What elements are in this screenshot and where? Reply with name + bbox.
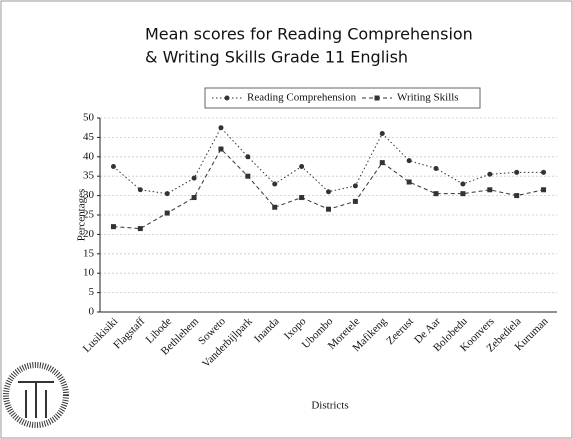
data-point — [326, 206, 331, 212]
y-tick-label: 40 — [83, 150, 95, 162]
data-point — [326, 189, 331, 195]
y-axis-label: Percentages — [76, 189, 88, 242]
data-point — [110, 164, 116, 169]
data-point — [460, 191, 466, 197]
data-point — [299, 164, 305, 169]
data-point — [541, 169, 547, 175]
data-point — [272, 181, 278, 187]
y-tick-label: 30 — [83, 189, 95, 201]
y-tick-label: 0 — [89, 306, 95, 318]
data-point — [406, 158, 412, 164]
data-point — [487, 187, 493, 193]
data-point — [245, 154, 251, 160]
data-point — [379, 131, 385, 137]
data-point — [487, 171, 493, 177]
data-point — [245, 173, 251, 179]
data-point — [137, 226, 143, 232]
data-point — [164, 210, 170, 216]
data-point — [352, 183, 358, 189]
data-point — [379, 160, 385, 166]
data-point — [164, 191, 170, 197]
legend-label: Writing Skills — [397, 92, 459, 104]
data-point — [272, 204, 278, 210]
legend-marker — [224, 95, 230, 101]
data-point — [191, 175, 197, 181]
data-point — [110, 224, 116, 230]
data-point — [406, 179, 412, 185]
legend-box — [204, 87, 481, 109]
x-axis-label: Districts — [311, 400, 348, 412]
data-point — [137, 187, 143, 193]
data-point — [299, 195, 305, 201]
data-point — [433, 191, 439, 197]
data-point — [514, 193, 520, 199]
chart-title: & Writing Skills Grade 11 English — [145, 48, 408, 67]
data-point — [541, 187, 547, 193]
chart-title: Mean scores for Reading Comprehension — [145, 25, 473, 44]
data-point — [218, 146, 224, 152]
y-tick-label: 20 — [83, 228, 95, 240]
y-tick-label: 5 — [89, 286, 95, 298]
data-point — [433, 165, 439, 171]
y-tick-label: 10 — [83, 267, 95, 279]
data-point — [460, 181, 466, 187]
data-point — [218, 125, 224, 131]
y-tick-label: 50 — [83, 112, 95, 124]
y-tick-label: 35 — [83, 170, 95, 182]
data-point — [514, 169, 520, 175]
legend-marker — [374, 95, 380, 101]
logo — [3, 362, 69, 428]
legend-label: Reading Comprehension — [247, 92, 357, 104]
data-point — [191, 195, 197, 201]
data-point — [352, 198, 358, 204]
y-tick-label: 15 — [83, 247, 95, 259]
y-tick-label: 25 — [83, 209, 95, 221]
y-tick-label: 45 — [83, 131, 95, 143]
